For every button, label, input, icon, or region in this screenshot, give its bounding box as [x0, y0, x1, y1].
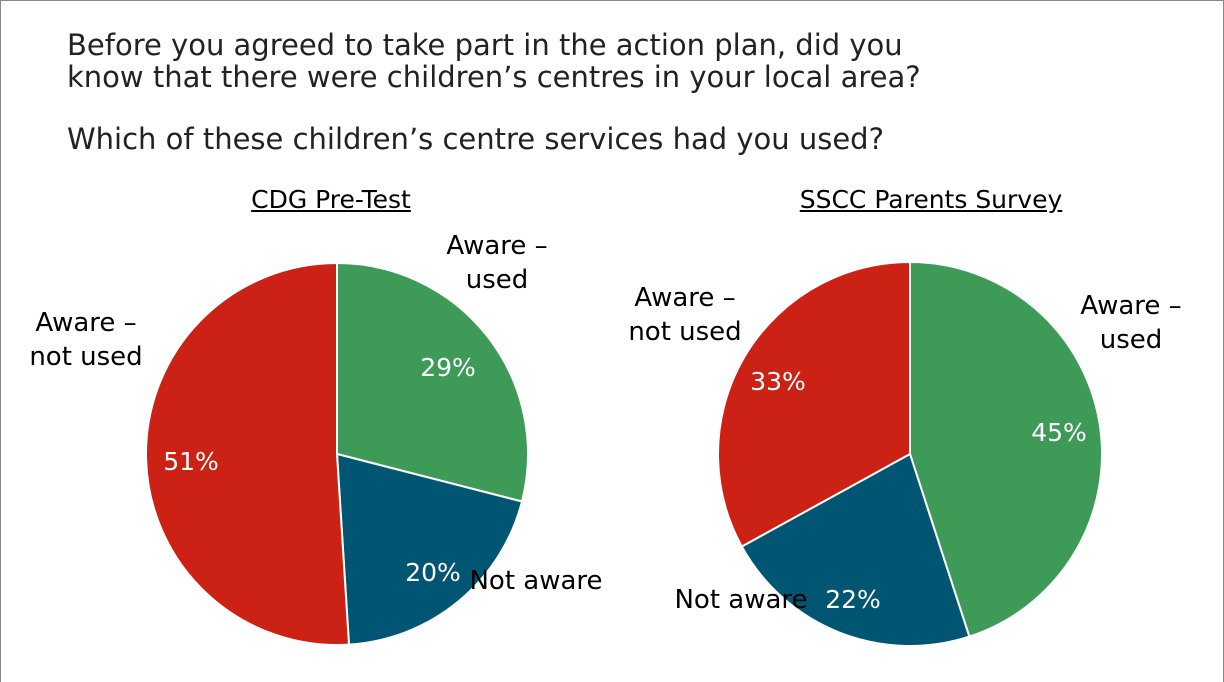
chart-title: CDG Pre-Test — [251, 185, 411, 214]
pie-slice — [335, 452, 524, 646]
pie-slice — [145, 261, 351, 646]
value-label: 45% — [1031, 418, 1087, 447]
value-label: 20% — [405, 558, 461, 587]
category-label: Aware – not used — [628, 283, 742, 347]
category-label: Aware – not used — [29, 308, 143, 372]
value-label: 33% — [750, 367, 806, 396]
category-label: Aware – used — [1080, 291, 1182, 355]
pie-slice — [717, 260, 911, 548]
category-label: Aware – used — [446, 231, 548, 295]
pie-slice — [336, 261, 529, 503]
pie-slice — [740, 452, 971, 647]
pie-slice — [909, 260, 1103, 638]
heading-line: Before you agreed to take part in the ac… — [67, 28, 903, 62]
chart-title: SSCC Parents Survey — [799, 185, 1063, 214]
subheading: Which of these children’s centre service… — [67, 122, 884, 156]
value-label: 51% — [163, 447, 219, 476]
value-label: 22% — [825, 585, 881, 614]
category-label: Not aware — [469, 566, 603, 596]
heading-line: know that there were children’s centres … — [67, 60, 921, 94]
category-label: Not aware — [674, 585, 808, 615]
value-label: 29% — [420, 353, 476, 382]
